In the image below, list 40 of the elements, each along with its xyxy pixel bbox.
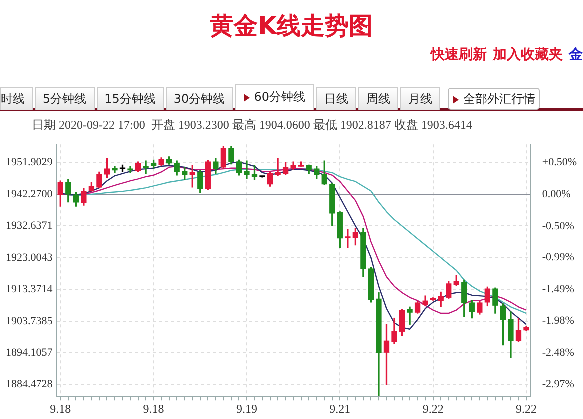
x-tick-label: 9.19	[236, 402, 258, 416]
y2-tick-label: -2.97%	[542, 378, 574, 390]
text: 月线	[400, 87, 440, 110]
text: 60分钟线	[235, 84, 314, 110]
y2-tick-label: +0.50%	[542, 156, 578, 168]
y2-tick-label: -2.48%	[542, 346, 574, 359]
text: 全部外汇行情	[448, 88, 540, 110]
y2-tick-label: -0.50%	[542, 220, 574, 232]
x-tick-label: 9.21	[330, 402, 351, 416]
text: 30分钟线	[166, 87, 234, 110]
chart-title: 黄金K线走势图	[209, 11, 374, 42]
y-tick-label: 1913.3714	[6, 284, 54, 296]
y-tick-label: 1942.2700	[6, 188, 54, 200]
text: 快速刷新	[431, 47, 487, 63]
chart-subtitle: 日期 2020-09-22 17:00 开盘 1903.2300 最高 1904.0600 最低 1902.8187 收盘 1903.6414	[32, 117, 472, 134]
x-tick-label: 9.22	[422, 402, 444, 416]
y2-tick-label: -1.49%	[542, 284, 574, 296]
candlestick	[143, 160, 149, 174]
y2-tick-label: -1.98%	[542, 315, 574, 327]
text: 15分钟线	[96, 87, 164, 110]
y2-tick-label: 0.00%	[542, 188, 571, 200]
y-tick-label: 1884.4728	[6, 378, 54, 391]
x-tick-label: 9.18	[50, 402, 72, 416]
y-tick-label: 1932.6371	[6, 220, 53, 232]
text: 时线	[0, 87, 33, 110]
candlestick	[275, 158, 281, 176]
x-tick-label: 9.18	[143, 402, 164, 416]
text: 加入收藏夹	[493, 47, 563, 63]
candlestick	[407, 306, 413, 325]
text: 周线	[358, 87, 398, 110]
y-tick-label: 1923.0043	[6, 252, 54, 264]
text: 金	[569, 47, 583, 63]
y2-tick-label: -0.99%	[542, 252, 574, 264]
candlestick	[244, 160, 250, 180]
y-tick-label: 1894.1057	[6, 346, 54, 359]
y-tick-label: 1951.9029	[6, 156, 54, 169]
y-tick-label: 1903.7385	[6, 315, 54, 328]
x-tick-label: 9.22	[516, 402, 537, 416]
text: 日线	[316, 87, 356, 110]
text: 5分钟线	[35, 87, 95, 110]
